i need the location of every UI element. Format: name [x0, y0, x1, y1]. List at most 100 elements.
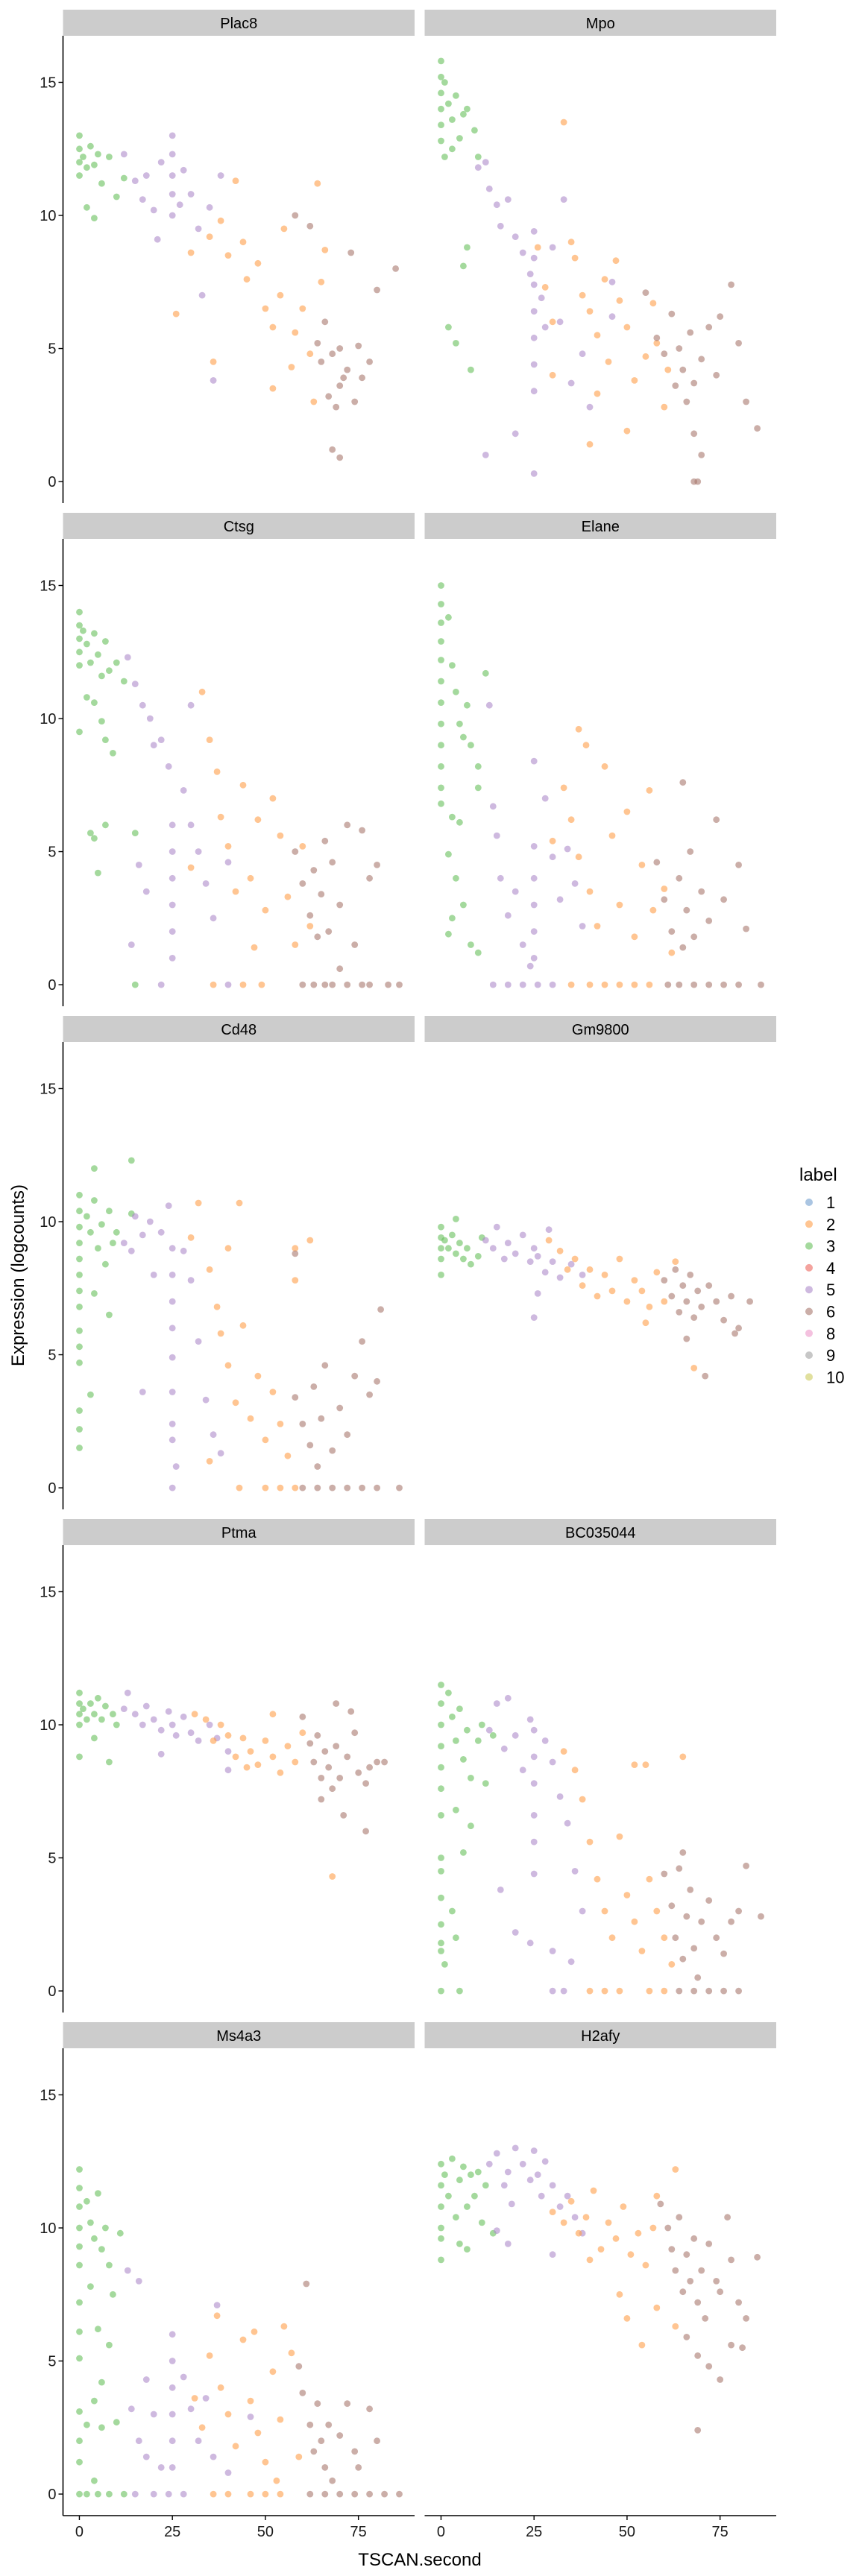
data-point [627, 2251, 635, 2258]
data-point [453, 92, 459, 99]
data-point [438, 1223, 444, 1231]
data-point [445, 850, 452, 858]
data-point [169, 1436, 176, 1444]
data-point [623, 808, 631, 815]
data-point [169, 212, 176, 219]
data-point [512, 1929, 519, 1936]
data-point [139, 1231, 146, 1239]
data-point [106, 2490, 113, 2498]
data-point [453, 2214, 459, 2221]
data-point [438, 678, 444, 685]
data-point [538, 2192, 545, 2200]
data-point [76, 2243, 83, 2250]
data-point [438, 1868, 444, 1875]
data-point [146, 715, 154, 722]
data-point [683, 398, 690, 405]
data-point [560, 784, 567, 792]
legend-key [805, 1351, 813, 1360]
data-point [653, 859, 661, 866]
data-point [187, 191, 195, 198]
data-point [157, 2464, 165, 2471]
data-point [310, 981, 318, 988]
data-point [493, 1700, 500, 1707]
data-point [631, 1761, 638, 1769]
data-point [530, 1870, 538, 1878]
data-point [653, 1907, 661, 1915]
data-point [445, 2192, 452, 2200]
data-point [519, 981, 526, 988]
data-point [575, 725, 582, 733]
data-point [76, 1240, 83, 1246]
facet-panel: H2afy 0 25 50 75 [424, 2022, 776, 2540]
data-point [438, 638, 444, 645]
data-point [239, 1734, 247, 1742]
data-point [224, 859, 232, 866]
data-point [579, 923, 586, 929]
data-point [198, 2424, 206, 2431]
data-point [713, 816, 720, 824]
x-tick-label: 75 [350, 2524, 367, 2540]
data-point [169, 2384, 176, 2391]
y-axis-title: Expression (logcounts) [8, 1184, 28, 1366]
data-point [198, 688, 206, 695]
data-point [504, 981, 512, 988]
facet-strip-label: Cd48 [221, 1022, 257, 1038]
data-point [526, 962, 534, 970]
data-point [460, 110, 467, 118]
data-point [321, 981, 329, 988]
data-point [567, 2197, 575, 2205]
data-point [649, 300, 657, 307]
data-point [438, 1854, 444, 1861]
data-point [571, 254, 579, 262]
data-point [530, 308, 538, 315]
data-point [206, 736, 213, 743]
data-point [232, 2443, 239, 2450]
data-point [453, 340, 459, 347]
data-point [638, 862, 646, 868]
data-point [560, 2219, 567, 2226]
data-point [538, 294, 545, 302]
data-point [106, 667, 113, 675]
data-point [336, 901, 344, 909]
data-point [84, 2421, 90, 2428]
data-point [254, 259, 262, 267]
data-point [623, 2315, 631, 2322]
data-point [735, 1987, 742, 1995]
x-tick-label: 25 [164, 2524, 180, 2540]
data-point [485, 701, 493, 709]
facet-strip-label: Ms4a3 [216, 2028, 261, 2045]
data-point [453, 874, 459, 882]
data-point [321, 318, 329, 326]
data-point [672, 1934, 679, 1942]
data-point [567, 981, 575, 988]
data-point [456, 1987, 463, 1995]
data-point [139, 1721, 146, 1729]
data-point [438, 57, 444, 65]
data-point [374, 1484, 380, 1491]
data-point [464, 701, 471, 709]
data-point [687, 1272, 694, 1278]
data-point [310, 867, 318, 874]
data-point [534, 1290, 541, 1297]
data-point [80, 154, 86, 160]
data-point [441, 79, 448, 86]
data-point [106, 1758, 113, 1766]
data-point [217, 1721, 224, 1729]
data-point [269, 795, 277, 802]
data-point [213, 2312, 221, 2320]
data-point [456, 135, 463, 142]
legend-label: 2 [826, 1215, 835, 1234]
data-point [336, 454, 344, 461]
data-point [120, 151, 128, 158]
data-point [224, 2490, 232, 2498]
legend-label: 8 [826, 1325, 835, 1343]
data-point [76, 1753, 83, 1761]
data-point [295, 2453, 303, 2460]
facet-strip-label: Plac8 [220, 16, 257, 32]
data-point [642, 1319, 649, 1327]
data-point [694, 1974, 702, 1981]
data-point [102, 1702, 109, 1710]
data-point [106, 1311, 113, 1319]
data-point [597, 2246, 605, 2253]
points [76, 1157, 403, 1491]
